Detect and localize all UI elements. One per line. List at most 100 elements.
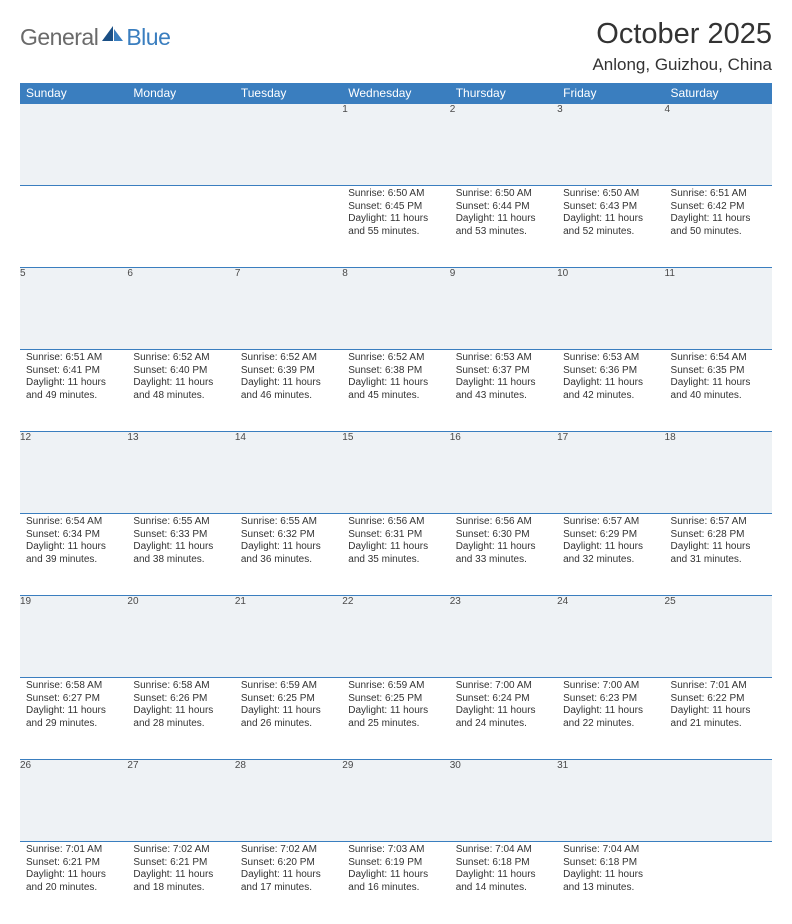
sunset-line: Sunset: 6:39 PM xyxy=(241,365,336,378)
sunrise-line: Sunrise: 6:58 AM xyxy=(133,680,228,693)
sunset-line: Sunset: 6:31 PM xyxy=(348,529,443,542)
day-number-cell: 20 xyxy=(127,596,234,678)
day-info-cell: Sunrise: 6:56 AMSunset: 6:31 PMDaylight:… xyxy=(342,514,449,596)
day-number-cell: 31 xyxy=(557,760,664,842)
sunrise-line: Sunrise: 6:50 AM xyxy=(348,188,443,201)
day-info-cell: Sunrise: 6:52 AMSunset: 6:40 PMDaylight:… xyxy=(127,350,234,432)
sunrise-line: Sunrise: 6:53 AM xyxy=(456,352,551,365)
daylight-line: Daylight: 11 hours and 46 minutes. xyxy=(241,377,336,402)
day-info-cell: Sunrise: 6:50 AMSunset: 6:44 PMDaylight:… xyxy=(450,186,557,268)
day-info-cell xyxy=(235,186,342,268)
day-header: Thursday xyxy=(450,83,557,104)
day-info-cell: Sunrise: 6:54 AMSunset: 6:34 PMDaylight:… xyxy=(20,514,127,596)
daylight-line: Daylight: 11 hours and 13 minutes. xyxy=(563,869,658,894)
day-number-cell: 25 xyxy=(665,596,772,678)
daylight-line: Daylight: 11 hours and 53 minutes. xyxy=(456,213,551,238)
day-number-cell: 22 xyxy=(342,596,449,678)
sunrise-line: Sunrise: 7:03 AM xyxy=(348,844,443,857)
sunset-line: Sunset: 6:22 PM xyxy=(671,693,766,706)
day-info-cell xyxy=(20,186,127,268)
daylight-line: Daylight: 11 hours and 45 minutes. xyxy=(348,377,443,402)
sunrise-line: Sunrise: 6:54 AM xyxy=(671,352,766,365)
sunset-line: Sunset: 6:19 PM xyxy=(348,857,443,870)
day-info-cell: Sunrise: 6:59 AMSunset: 6:25 PMDaylight:… xyxy=(342,678,449,760)
sunrise-line: Sunrise: 6:59 AM xyxy=(241,680,336,693)
day-info-cell: Sunrise: 6:51 AMSunset: 6:41 PMDaylight:… xyxy=(20,350,127,432)
day-info-cell: Sunrise: 6:52 AMSunset: 6:39 PMDaylight:… xyxy=(235,350,342,432)
daylight-line: Daylight: 11 hours and 42 minutes. xyxy=(563,377,658,402)
sunset-line: Sunset: 6:21 PM xyxy=(133,857,228,870)
daylight-line: Daylight: 11 hours and 50 minutes. xyxy=(671,213,766,238)
sunrise-line: Sunrise: 6:59 AM xyxy=(348,680,443,693)
day-info-cell: Sunrise: 6:53 AMSunset: 6:36 PMDaylight:… xyxy=(557,350,664,432)
day-number-cell: 19 xyxy=(20,596,127,678)
daylight-line: Daylight: 11 hours and 16 minutes. xyxy=(348,869,443,894)
day-number-cell: 28 xyxy=(235,760,342,842)
brand-part2: Blue xyxy=(126,24,170,51)
day-header: Wednesday xyxy=(342,83,449,104)
day-info-cell: Sunrise: 6:54 AMSunset: 6:35 PMDaylight:… xyxy=(665,350,772,432)
sunrise-line: Sunrise: 7:00 AM xyxy=(456,680,551,693)
day-info-cell: Sunrise: 6:58 AMSunset: 6:27 PMDaylight:… xyxy=(20,678,127,760)
day-info-cell: Sunrise: 7:00 AMSunset: 6:23 PMDaylight:… xyxy=(557,678,664,760)
day-info-cell: Sunrise: 6:50 AMSunset: 6:43 PMDaylight:… xyxy=(557,186,664,268)
header: General Blue October 2025 Anlong, Guizho… xyxy=(20,18,772,75)
brand-part1: General xyxy=(20,24,98,51)
day-header: Monday xyxy=(127,83,234,104)
day-number-cell: 12 xyxy=(20,432,127,514)
day-info-cell: Sunrise: 7:04 AMSunset: 6:18 PMDaylight:… xyxy=(557,842,664,924)
daylight-line: Daylight: 11 hours and 18 minutes. xyxy=(133,869,228,894)
sunset-line: Sunset: 6:18 PM xyxy=(456,857,551,870)
sunrise-line: Sunrise: 6:52 AM xyxy=(241,352,336,365)
daylight-line: Daylight: 11 hours and 21 minutes. xyxy=(671,705,766,730)
daylight-line: Daylight: 11 hours and 36 minutes. xyxy=(241,541,336,566)
day-number-cell: 17 xyxy=(557,432,664,514)
day-info-cell: Sunrise: 6:59 AMSunset: 6:25 PMDaylight:… xyxy=(235,678,342,760)
sunset-line: Sunset: 6:37 PM xyxy=(456,365,551,378)
daylight-line: Daylight: 11 hours and 31 minutes. xyxy=(671,541,766,566)
daylight-line: Daylight: 11 hours and 25 minutes. xyxy=(348,705,443,730)
sunset-line: Sunset: 6:41 PM xyxy=(26,365,121,378)
day-number-cell: 1 xyxy=(342,104,449,186)
day-number-cell: 8 xyxy=(342,268,449,350)
day-number-cell: 3 xyxy=(557,104,664,186)
day-number-cell: 30 xyxy=(450,760,557,842)
sunset-line: Sunset: 6:28 PM xyxy=(671,529,766,542)
page-title: October 2025 xyxy=(592,18,772,51)
day-number-cell: 21 xyxy=(235,596,342,678)
day-number-cell: 4 xyxy=(665,104,772,186)
day-info-cell: Sunrise: 6:56 AMSunset: 6:30 PMDaylight:… xyxy=(450,514,557,596)
sunset-line: Sunset: 6:29 PM xyxy=(563,529,658,542)
sunrise-line: Sunrise: 6:57 AM xyxy=(563,516,658,529)
sunrise-line: Sunrise: 6:55 AM xyxy=(241,516,336,529)
day-number-cell: 29 xyxy=(342,760,449,842)
day-info-cell xyxy=(665,842,772,924)
daylight-line: Daylight: 11 hours and 52 minutes. xyxy=(563,213,658,238)
daylight-line: Daylight: 11 hours and 49 minutes. xyxy=(26,377,121,402)
sunset-line: Sunset: 6:45 PM xyxy=(348,201,443,214)
sunset-line: Sunset: 6:36 PM xyxy=(563,365,658,378)
day-number-cell: 15 xyxy=(342,432,449,514)
sunset-line: Sunset: 6:38 PM xyxy=(348,365,443,378)
day-info-cell: Sunrise: 6:52 AMSunset: 6:38 PMDaylight:… xyxy=(342,350,449,432)
sunrise-line: Sunrise: 6:54 AM xyxy=(26,516,121,529)
sunrise-line: Sunrise: 6:50 AM xyxy=(563,188,658,201)
daylight-line: Daylight: 11 hours and 26 minutes. xyxy=(241,705,336,730)
day-number-cell xyxy=(20,104,127,186)
sunrise-line: Sunrise: 6:55 AM xyxy=(133,516,228,529)
day-number-cell: 6 xyxy=(127,268,234,350)
day-number-cell: 13 xyxy=(127,432,234,514)
day-number-cell xyxy=(127,104,234,186)
day-number-cell: 10 xyxy=(557,268,664,350)
sunrise-line: Sunrise: 7:02 AM xyxy=(133,844,228,857)
day-info-cell: Sunrise: 7:02 AMSunset: 6:20 PMDaylight:… xyxy=(235,842,342,924)
day-number-cell: 14 xyxy=(235,432,342,514)
sunset-line: Sunset: 6:43 PM xyxy=(563,201,658,214)
daylight-line: Daylight: 11 hours and 40 minutes. xyxy=(671,377,766,402)
sunset-line: Sunset: 6:27 PM xyxy=(26,693,121,706)
sunset-line: Sunset: 6:34 PM xyxy=(26,529,121,542)
sunset-line: Sunset: 6:33 PM xyxy=(133,529,228,542)
daylight-line: Daylight: 11 hours and 33 minutes. xyxy=(456,541,551,566)
daylight-line: Daylight: 11 hours and 32 minutes. xyxy=(563,541,658,566)
sunrise-line: Sunrise: 7:01 AM xyxy=(26,844,121,857)
